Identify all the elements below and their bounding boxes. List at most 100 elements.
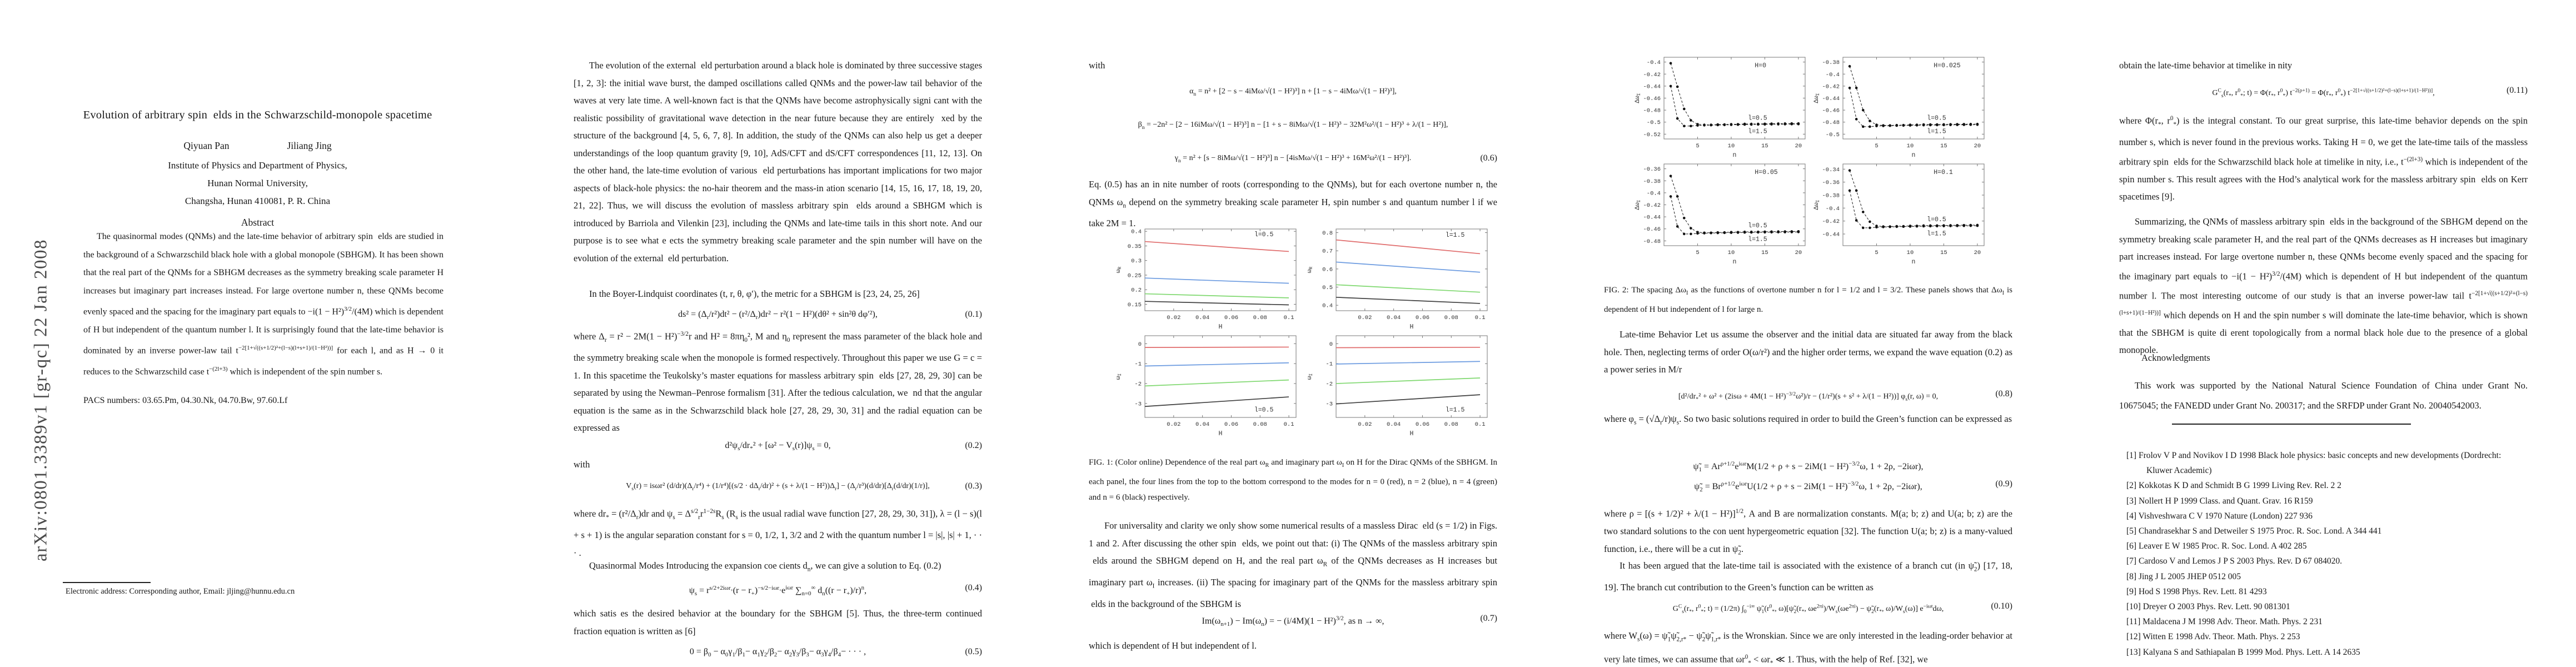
svg-text:H: H xyxy=(1410,430,1414,437)
paragraph: This work was supported by the National … xyxy=(2119,380,2528,411)
paragraph: It has been argued that the late-time ta… xyxy=(1604,560,2012,593)
svg-text:-0.4: -0.4 xyxy=(1826,206,1840,212)
svg-text:0.06: 0.06 xyxy=(1224,421,1238,428)
equation-0-6a: αn = n² + [2 − s − 4iMω/√(1 − H²)³] n + … xyxy=(1189,87,1397,97)
equation-number: (0.8) xyxy=(1995,389,2012,399)
page-1: arXiv:0801.3389v1 [gr-qc] 22 Jan 2008 Ev… xyxy=(0,0,515,667)
paragraph: The evolution of the external eld pertur… xyxy=(574,60,982,263)
reference-item: [13] Kalyana S and Sathiapalan B 1999 Mo… xyxy=(2126,647,2360,657)
svg-text:0.5: 0.5 xyxy=(1322,285,1333,291)
svg-text:l=1.5: l=1.5 xyxy=(1446,232,1465,239)
affiliation-line-1: Institute of Physics and Department of P… xyxy=(168,160,347,171)
paragraph: where ρ = [(s + 1/2)² + λ/(1 − H²)]1/2, … xyxy=(1604,508,2012,556)
paper-title: Evolution of arbitrary spin elds in the … xyxy=(83,109,432,121)
svg-text:l=0.5: l=0.5 xyxy=(1927,216,1946,223)
svg-text:-0.46: -0.46 xyxy=(1643,96,1661,102)
svg-text:H: H xyxy=(1410,323,1414,331)
reference-item: [1] Frolov V P and Novikov I D 1998 Blac… xyxy=(2126,451,2502,476)
svg-text:15: 15 xyxy=(1761,143,1768,150)
svg-text:H=0.025: H=0.025 xyxy=(1934,62,1960,69)
pacs-line: PACS numbers: 03.65.Pm, 04.30.Nk, 04.70.… xyxy=(83,396,288,405)
svg-text:-0.42: -0.42 xyxy=(1643,202,1661,209)
svg-text:-0.44: -0.44 xyxy=(1822,96,1840,102)
author-line: Qiyuan Pan Jiliang Jing xyxy=(58,140,457,152)
svg-text:l=0.5: l=0.5 xyxy=(1748,222,1767,230)
svg-text:20: 20 xyxy=(1974,250,1981,256)
svg-text:0: 0 xyxy=(1138,341,1142,348)
svg-text:ωR: ωR xyxy=(1115,267,1123,273)
svg-text:0.06: 0.06 xyxy=(1416,421,1429,428)
equation-number: (0.11) xyxy=(2506,86,2528,95)
equation-0-9a: ψ̃1 = Arρ+1/2eiωrM(1/2 + ρ + s − 2iM(1 −… xyxy=(1693,461,1924,474)
svg-text:H: H xyxy=(1219,430,1223,437)
page-5: obtain the late-time behavior at timelik… xyxy=(2061,0,2576,667)
svg-text:0.04: 0.04 xyxy=(1387,421,1401,428)
svg-text:0.08: 0.08 xyxy=(1444,421,1458,428)
page-2: The evolution of the external eld pertur… xyxy=(515,0,1030,667)
paragraph: where Ws(ω) = ψ̃1ψ̃2,r* − ψ̃2ψ̃1,r* is t… xyxy=(1604,630,2012,666)
svg-text:-0.38: -0.38 xyxy=(1643,178,1661,185)
svg-text:l=0.5: l=0.5 xyxy=(1927,115,1946,122)
svg-text:-0.44: -0.44 xyxy=(1643,215,1661,221)
svg-text:20: 20 xyxy=(1795,250,1802,256)
svg-text:15: 15 xyxy=(1940,250,1947,256)
svg-text:0.1: 0.1 xyxy=(1284,315,1294,321)
equation-number: (0.2) xyxy=(965,441,982,450)
svg-text:-1: -1 xyxy=(1134,361,1142,368)
equation-0-5: 0 = β0 − α0γ1/β1− α1γ2/β2− α2γ3/β3− α3γ4… xyxy=(574,645,982,662)
svg-text:H=0.05: H=0.05 xyxy=(1755,169,1778,176)
paragraph: which is dependent of H but independent … xyxy=(1089,640,1257,651)
svg-text:-0.34: -0.34 xyxy=(1822,167,1840,173)
svg-text:n: n xyxy=(1733,258,1737,266)
equation-number: (0.3) xyxy=(965,481,982,491)
svg-text:-3: -3 xyxy=(1326,401,1333,407)
equation-0-8: [d²/dr*² + ω² + (2isω + 4M(1 − H²)−3/2ω²… xyxy=(1604,387,2012,406)
fig1-caption: FIG. 1: (Color online) Dependence of the… xyxy=(1089,458,1497,502)
svg-text:-0.36: -0.36 xyxy=(1643,166,1661,173)
paragraph: with xyxy=(574,459,590,470)
equation-0-11: GCs(r*, r0*; t) = Φ(r*, r0*) t−2(ρ+1) = … xyxy=(2119,83,2528,103)
svg-text:n: n xyxy=(1912,258,1916,266)
equation-number: (0.4) xyxy=(965,583,982,593)
svg-text:0.06: 0.06 xyxy=(1224,315,1238,321)
svg-text:5: 5 xyxy=(1875,143,1878,150)
svg-text:20: 20 xyxy=(1974,143,1981,150)
svg-text:-0.4: -0.4 xyxy=(1647,59,1661,66)
reference-item: [8] Jing J L 2005 JHEP 0512 005 xyxy=(2126,571,2241,581)
svg-text:0.02: 0.02 xyxy=(1358,421,1372,428)
svg-text:l=1.5: l=1.5 xyxy=(1748,128,1767,135)
svg-text:0.15: 0.15 xyxy=(1128,302,1142,308)
svg-text:0.02: 0.02 xyxy=(1358,315,1372,321)
svg-text:-0.38: -0.38 xyxy=(1822,59,1840,66)
paragraph: For universality and clarity we only sho… xyxy=(1089,520,1497,609)
svg-text:ΔωI: ΔωI xyxy=(1635,93,1642,103)
svg-text:l=1.5: l=1.5 xyxy=(1748,236,1767,243)
affiliation-line-2: Hunan Normal University, xyxy=(207,178,308,188)
paragraph: where Φ(r*, r0*) is the integral constan… xyxy=(2119,115,2528,202)
svg-text:0.2: 0.2 xyxy=(1131,287,1142,294)
fig2-panel-bottom-right: 5 10 15 20 -0.34 -0.36 -0.38 -0.4 -0.42 -0.44 n ΔωI… xyxy=(1811,160,1990,268)
reference-item: [9] Hod S 1998 Phys. Rev. Lett. 81 4293 xyxy=(2126,586,2267,596)
svg-text:n: n xyxy=(1733,152,1737,159)
svg-text:-0.42: -0.42 xyxy=(1822,218,1840,225)
arxiv-sidebar-label: arXiv:0801.3389v1 [gr-qc] 22 Jan 2008 xyxy=(31,239,51,561)
page-3: with αn = n² + [2 − s − 4iMω/√(1 − H²)³]… xyxy=(1030,0,1546,667)
author-2: Jiliang Jing xyxy=(287,140,332,151)
svg-text:l=1.5: l=1.5 xyxy=(1927,128,1946,135)
equation-number: (0.5) xyxy=(965,647,982,656)
svg-text:-0.52: -0.52 xyxy=(1643,132,1661,138)
svg-text:-0.48: -0.48 xyxy=(1643,108,1661,115)
svg-text:-0.42: -0.42 xyxy=(1822,83,1840,90)
equation-0-3: Vs(r) = isωr² (d/dr)(Δr/r⁴) + (1/r⁴)[(s/… xyxy=(574,479,982,496)
svg-text:-3: -3 xyxy=(1134,401,1142,407)
equation-0-9b: ψ̃2 = Brρ+1/2eiωrU(1/2 + ρ + s − 2iM(1 −… xyxy=(1604,477,2012,497)
reference-list: [1] Frolov V P and Novikov I D 1998 Blac… xyxy=(2126,448,2528,660)
svg-text:10: 10 xyxy=(1728,143,1735,150)
svg-text:0.6: 0.6 xyxy=(1322,266,1333,273)
svg-text:0.35: 0.35 xyxy=(1128,243,1142,250)
paragraph: obtain the late-time behavior at timelik… xyxy=(2119,60,2293,71)
svg-text:-0.48: -0.48 xyxy=(1643,238,1661,245)
svg-text:0.04: 0.04 xyxy=(1387,315,1401,321)
svg-text:-0.4: -0.4 xyxy=(1826,72,1840,78)
